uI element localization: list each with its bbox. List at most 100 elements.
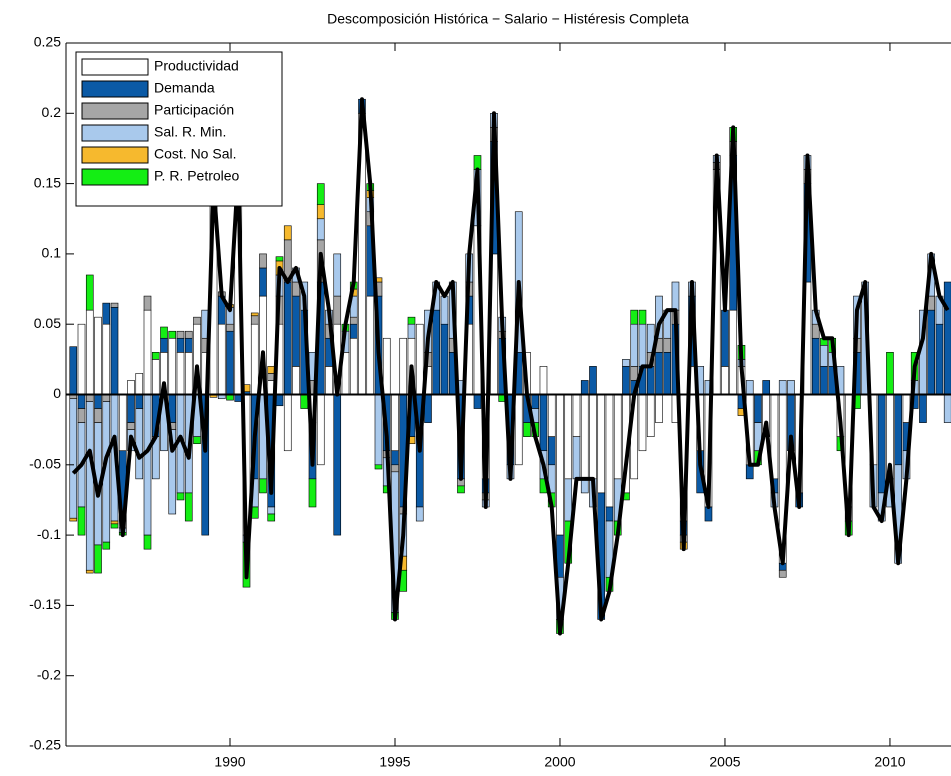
bar-segment — [110, 520, 119, 525]
bar-segment — [184, 330, 193, 339]
bar-segment — [556, 394, 564, 536]
chart-title: Descomposición Histórica − Salario − His… — [327, 11, 689, 27]
bar-segment — [267, 506, 276, 515]
y-tick-label: 0.1 — [42, 245, 62, 261]
bar-segment — [820, 344, 828, 367]
bar-segment — [729, 309, 738, 395]
bar-segment — [391, 464, 399, 473]
bar-segment — [580, 394, 589, 480]
bar-segment — [655, 352, 663, 395]
bar-segment — [110, 302, 119, 308]
bar-segment — [127, 394, 135, 423]
bar-segment — [292, 295, 300, 367]
legend-swatch — [81, 124, 149, 142]
legend-swatch — [81, 58, 149, 76]
bar-segment — [184, 492, 193, 522]
bar-segment — [721, 309, 729, 367]
bar-segment — [259, 253, 267, 269]
bar-segment — [415, 323, 424, 395]
bar-segment — [176, 492, 185, 501]
bar-segment — [143, 309, 152, 395]
bar-segment — [176, 352, 185, 395]
bar-segment — [250, 323, 259, 395]
y-tick-label: -0.1 — [37, 526, 61, 542]
bar-segment — [135, 394, 144, 409]
bar-segment — [919, 394, 927, 423]
bar-segment — [316, 183, 325, 205]
bar-segment — [787, 380, 795, 395]
bar-segment — [820, 366, 828, 395]
bar-segment — [663, 337, 672, 353]
bar-segment — [69, 398, 78, 519]
bar-segment — [539, 394, 548, 452]
bar-segment — [564, 394, 573, 480]
legend-label: Demanda — [154, 80, 215, 96]
x-tick-label: 1990 — [214, 754, 245, 770]
bar-segment — [638, 394, 647, 452]
legend-label: P. R. Petroleo — [154, 168, 240, 184]
bar-segment — [184, 337, 193, 353]
bar-segment — [143, 534, 152, 550]
y-tick-label: -0.05 — [29, 456, 61, 472]
bar-segment — [638, 323, 647, 367]
y-tick-label: -0.2 — [37, 666, 61, 682]
bar-segment — [250, 315, 259, 325]
bar-segment — [176, 337, 185, 353]
bar-segment — [704, 506, 713, 522]
bar-segment — [407, 323, 416, 339]
bar-segment — [547, 394, 556, 437]
bar-segment — [638, 309, 647, 325]
bar-segment — [440, 295, 449, 325]
bar-segment — [168, 429, 177, 515]
bar-segment — [374, 464, 383, 470]
bar-segment — [382, 337, 391, 395]
bar-segment — [69, 346, 78, 395]
bar-segment — [943, 281, 951, 395]
bar-segment — [745, 464, 754, 480]
bar-segment — [316, 218, 325, 241]
bar-segment — [663, 352, 672, 395]
bar-segment — [745, 380, 754, 395]
bar-segment — [432, 309, 441, 395]
bar-segment — [292, 281, 300, 297]
bar-segment — [267, 513, 276, 522]
bar-segment — [259, 478, 267, 494]
bar-segment — [580, 380, 589, 395]
bar-segment — [250, 312, 259, 317]
bar-segment — [754, 394, 762, 423]
bar-segment — [143, 394, 152, 536]
bar-segment — [217, 323, 226, 395]
bar-segment — [349, 316, 358, 325]
bar-segment — [151, 359, 160, 395]
bar-segment — [391, 394, 399, 452]
bar-segment — [778, 380, 787, 395]
bar-segment — [655, 394, 663, 423]
bar-segment — [630, 323, 639, 367]
bar-segment — [283, 394, 292, 452]
bar-segment — [102, 302, 111, 325]
bar-segment — [77, 394, 86, 409]
bar-segment — [94, 408, 102, 423]
bar-segment — [407, 316, 416, 325]
bar-segment — [77, 506, 86, 536]
x-tick-label: 2010 — [874, 754, 905, 770]
bar-segment — [127, 380, 135, 395]
bar-segment — [275, 394, 284, 407]
bar-segment — [110, 307, 119, 395]
bar-segment — [226, 323, 234, 332]
bar-segment — [613, 394, 622, 480]
bar-segment — [605, 506, 614, 522]
legend-label: Productividad — [154, 58, 239, 74]
bar-segment — [572, 436, 581, 480]
bar-segment — [325, 366, 333, 395]
bar-segment — [366, 295, 375, 395]
bar-segment — [894, 394, 903, 466]
bar-segment — [580, 478, 589, 494]
bar-segment — [333, 295, 342, 325]
bar-segment — [721, 366, 729, 395]
bar-segment — [275, 256, 284, 262]
bar-segment — [572, 394, 581, 437]
bar-segment — [333, 253, 342, 297]
bar-segment — [935, 323, 944, 395]
